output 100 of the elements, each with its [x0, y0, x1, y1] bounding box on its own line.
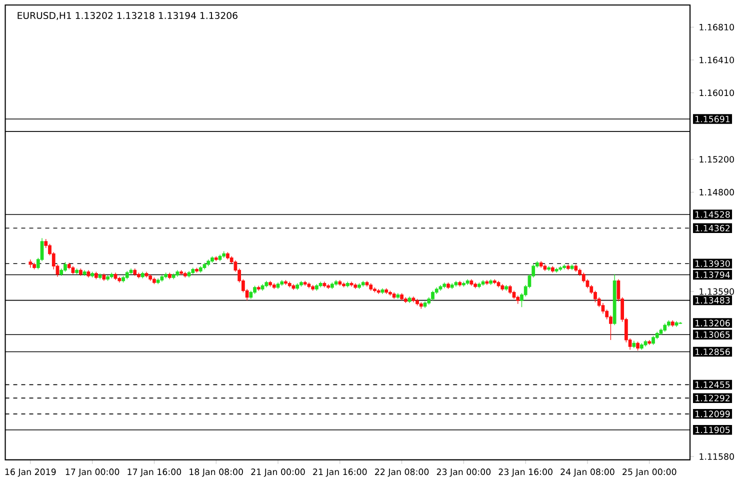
candlestick [226, 252, 230, 260]
candlestick [79, 268, 82, 276]
candlestick [566, 264, 570, 270]
candlestick [412, 296, 416, 302]
candlestick [369, 282, 373, 291]
candlestick [481, 280, 485, 286]
candlestick [485, 280, 489, 286]
y-tick-label: 1.16410 [700, 56, 734, 64]
ref-line-label: 1.14362 [696, 224, 730, 232]
candlestick [358, 282, 361, 290]
candlestick [408, 296, 412, 304]
x-tick-label: 18 Jan 08:00 [190, 468, 243, 477]
candlestick [183, 271, 187, 278]
x-tick-label: 21 Jan 16:00 [313, 468, 367, 477]
x-tick-label: 23 Jan 16:00 [498, 468, 552, 477]
candlestick [125, 270, 129, 280]
x-tick-label: 25 Jan 00:00 [622, 468, 676, 477]
candlestick [458, 280, 462, 287]
candlestick [187, 270, 191, 278]
candlestick [558, 266, 562, 272]
candlestick [350, 281, 354, 287]
candlestick [148, 274, 152, 282]
candlestick [678, 322, 682, 324]
candlestick [106, 274, 110, 282]
candlestick [114, 272, 118, 280]
candlestick [365, 280, 369, 287]
ref-line-label: 1.11905 [696, 426, 730, 434]
candlestick [667, 320, 670, 328]
candlestick [388, 290, 392, 296]
candlestick [474, 282, 478, 289]
candlestick [268, 280, 272, 287]
candlestick [98, 273, 102, 280]
ref-line-label: 1.13483 [696, 296, 730, 304]
ref-line-label: 1.12292 [696, 394, 730, 402]
x-tick-label: 21 Jan 00:00 [251, 468, 305, 477]
candlestick [206, 259, 210, 266]
ref-line-label: 1.13065 [696, 331, 730, 338]
x-tick-label: 17 Jan 16:00 [128, 468, 182, 477]
ref-line-label: 1.12099 [696, 410, 730, 418]
text: 1.13206 [696, 320, 730, 326]
candlestick [346, 281, 350, 288]
candlestick [442, 282, 446, 289]
candlestick [496, 280, 500, 288]
candlestick [554, 267, 558, 273]
candlestick [307, 282, 311, 289]
candlestick [539, 260, 543, 268]
candlestick [470, 278, 474, 286]
candlestick [256, 285, 260, 291]
candlestick [462, 281, 466, 287]
candlestick [489, 278, 492, 286]
candlestick [144, 271, 148, 278]
candlestick [663, 323, 667, 332]
candlestick [504, 284, 508, 291]
candlestick [64, 262, 67, 272]
candlestick [373, 287, 376, 293]
candlestick [86, 270, 90, 278]
candlestick [218, 254, 222, 262]
candlestick [300, 280, 303, 287]
x-tick-label: 24 Jan 08:00 [560, 468, 614, 477]
y-tick-label: 1.15200 [700, 156, 734, 163]
candlestick [90, 271, 94, 278]
ref-line-label: 1.12856 [696, 348, 730, 355]
candlestick [446, 282, 450, 290]
candlestick [292, 284, 296, 290]
y-tick-label: 1.13590 [700, 288, 734, 295]
candlestick [400, 292, 404, 301]
candlestick [632, 340, 636, 348]
candlestick [198, 266, 202, 273]
candlestick [160, 274, 164, 282]
candlestick [210, 256, 214, 264]
candlestick [140, 271, 144, 279]
candlestick [396, 292, 400, 300]
candlestick [384, 288, 388, 294]
candlestick [612, 274, 616, 326]
candlestick [574, 264, 578, 272]
candlestick [276, 282, 280, 290]
candlestick [423, 300, 427, 308]
ref-line-label: 1.13930 [696, 260, 730, 267]
candlestick [296, 282, 300, 290]
candlestick [137, 272, 140, 279]
y-tick-label: 1.14800 [700, 188, 734, 196]
candlestick [543, 264, 547, 272]
candlestick [303, 280, 307, 286]
candlestick [318, 281, 322, 288]
candlestick [214, 256, 218, 262]
x-tick-label: 17 Jan 00:00 [66, 468, 120, 477]
candlestick [322, 281, 326, 288]
candlestick [419, 302, 423, 310]
candlestick [75, 268, 79, 275]
candlestick [311, 284, 315, 291]
candlestick [477, 282, 481, 289]
candlestick [500, 284, 504, 291]
ref-line-label: 1.14528 [696, 211, 730, 218]
candlestick [176, 270, 180, 278]
candlestick [562, 264, 566, 270]
candlestick [392, 292, 396, 300]
candlestick [249, 290, 253, 300]
candlestick [431, 290, 434, 301]
candlestick [152, 277, 156, 284]
candlestick [334, 280, 338, 286]
